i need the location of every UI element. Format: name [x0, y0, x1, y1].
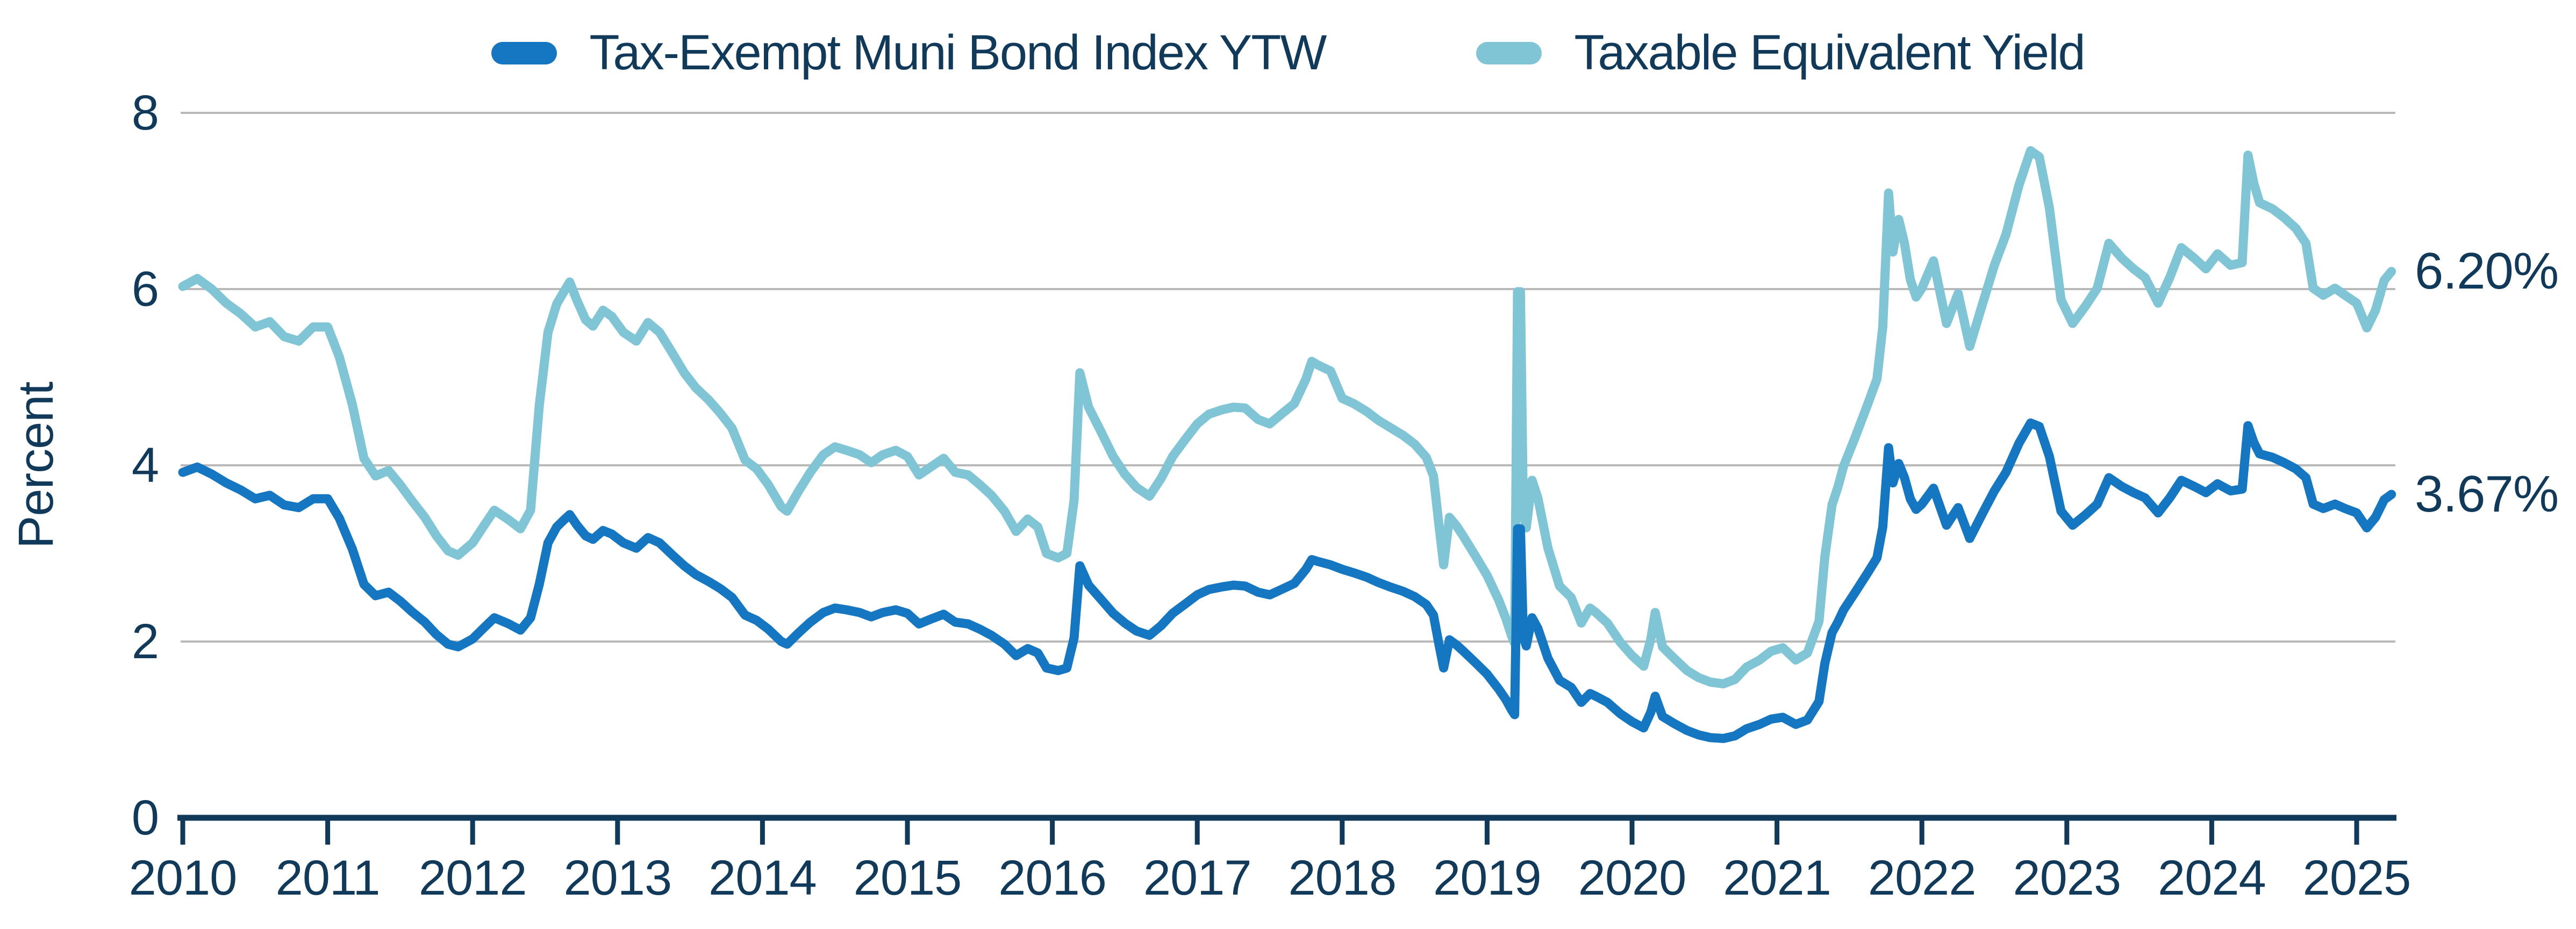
legend-item-taxable-equivalent: Taxable Equivalent Yield — [1476, 25, 2086, 81]
legend-item-tax-exempt: Tax-Exempt Muni Bond Index YTW — [491, 25, 1327, 81]
legend-label-taxable-equivalent: Taxable Equivalent Yield — [1574, 25, 2085, 80]
legend: Tax-Exempt Muni Bond Index YTW Taxable E… — [0, 25, 2576, 81]
series-line-taxable-equivalent — [178, 146, 2396, 689]
x-tick-label-2025: 2025 — [2302, 851, 2412, 905]
end-value-label-tax-exempt: 3.67% — [2415, 465, 2559, 523]
x-tick-label-2011: 2011 — [275, 851, 381, 905]
x-tick-label-2017: 2017 — [1143, 851, 1252, 905]
x-tick-label-2020: 2020 — [1578, 851, 1687, 905]
y-tick-label-8: 8 — [131, 85, 159, 140]
y-axis-title: Percent — [9, 381, 63, 549]
x-tick-label-2018: 2018 — [1288, 851, 1397, 905]
x-tick-label-2024: 2024 — [2158, 851, 2266, 905]
x-tick-label-2014: 2014 — [709, 851, 817, 905]
y-tick-label-4: 4 — [131, 438, 159, 493]
y-tick-label-2: 2 — [131, 614, 159, 669]
x-tick-label-2012: 2012 — [418, 851, 527, 905]
end-value-label-taxable-equivalent: 6.20% — [2415, 242, 2559, 300]
x-tick-label-2015: 2015 — [853, 851, 962, 905]
legend-label-tax-exempt: Tax-Exempt Muni Bond Index YTW — [589, 25, 1327, 80]
x-tick-label-2019: 2019 — [1433, 851, 1542, 905]
series-line-tax-exempt — [178, 418, 2396, 743]
tax-exempt-series-swatch-icon — [491, 41, 557, 64]
x-tick-label-2022: 2022 — [1867, 851, 1977, 905]
taxable-equivalent-series-swatch-icon — [1476, 41, 1542, 64]
y-tick-label-0: 0 — [131, 790, 159, 845]
y-tick-label-6: 6 — [131, 262, 159, 316]
x-tick-label-2010: 2010 — [128, 851, 238, 905]
x-tick-label-2021: 2021 — [1723, 851, 1831, 905]
x-tick-label-2013: 2013 — [563, 851, 672, 905]
x-tick-label-2023: 2023 — [2013, 851, 2121, 905]
x-tick-label-2016: 2016 — [998, 851, 1107, 905]
